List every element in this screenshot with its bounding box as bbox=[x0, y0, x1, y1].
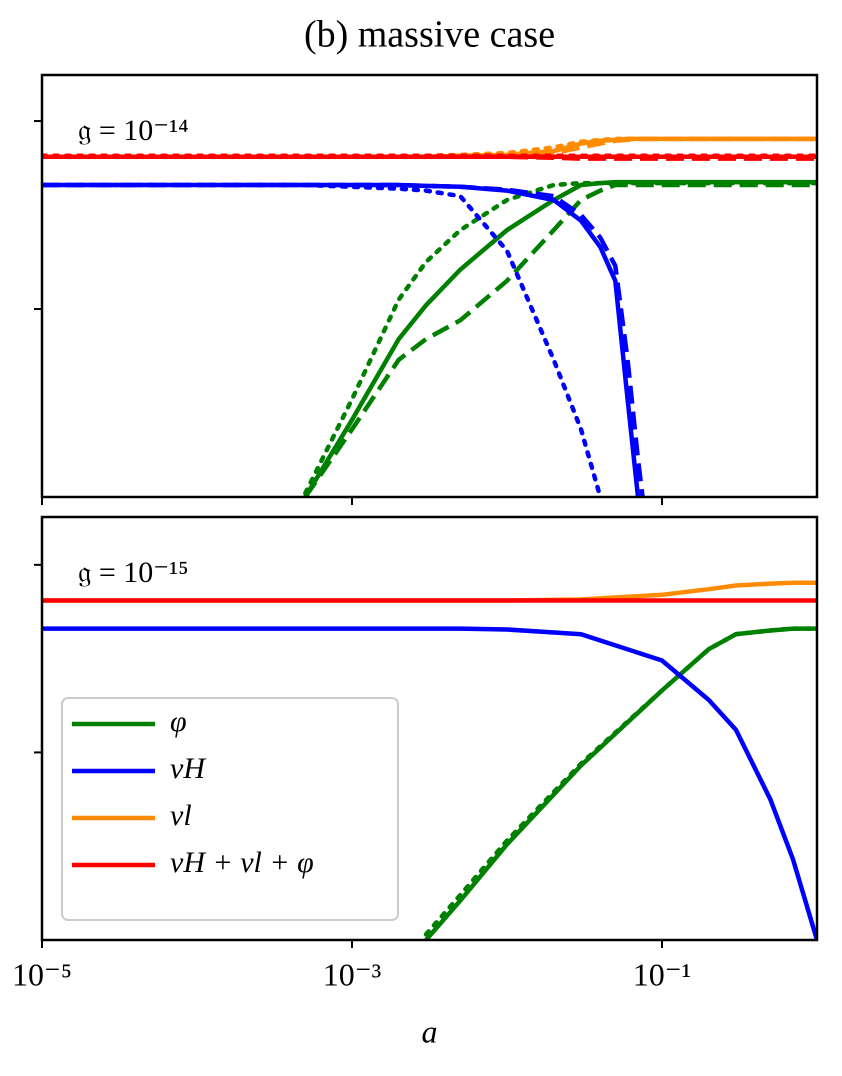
plot-frame bbox=[40, 515, 819, 942]
x-axis-label: a bbox=[422, 1013, 438, 1049]
series-line bbox=[42, 154, 817, 161]
legend-label: φ bbox=[170, 705, 187, 738]
plot-frame bbox=[40, 73, 819, 499]
plot-area bbox=[42, 136, 817, 497]
series-line bbox=[303, 180, 817, 496]
plot-area bbox=[42, 580, 817, 940]
annotation: 𝔤 = 10⁻¹⁵ bbox=[78, 556, 189, 589]
chart-title: (b) massive case bbox=[304, 14, 555, 56]
x-tick-label: 10⁻¹ bbox=[633, 956, 691, 992]
series-line bbox=[423, 626, 817, 937]
series-line bbox=[42, 626, 817, 940]
series-line bbox=[42, 182, 603, 497]
series-line bbox=[42, 136, 817, 159]
legend-label: νH bbox=[170, 752, 207, 785]
legend-label: νH + νl + φ bbox=[170, 846, 314, 879]
annotation: 𝔤 = 10⁻¹⁴ bbox=[78, 114, 189, 147]
legend-box bbox=[61, 697, 399, 921]
x-tick-label: 10⁻³ bbox=[323, 956, 381, 992]
series-line bbox=[303, 179, 817, 497]
x-tick-label: 10⁻⁵ bbox=[12, 956, 72, 992]
series-line bbox=[424, 626, 817, 940]
series-line bbox=[303, 182, 817, 497]
legend-label: νl bbox=[170, 799, 192, 832]
